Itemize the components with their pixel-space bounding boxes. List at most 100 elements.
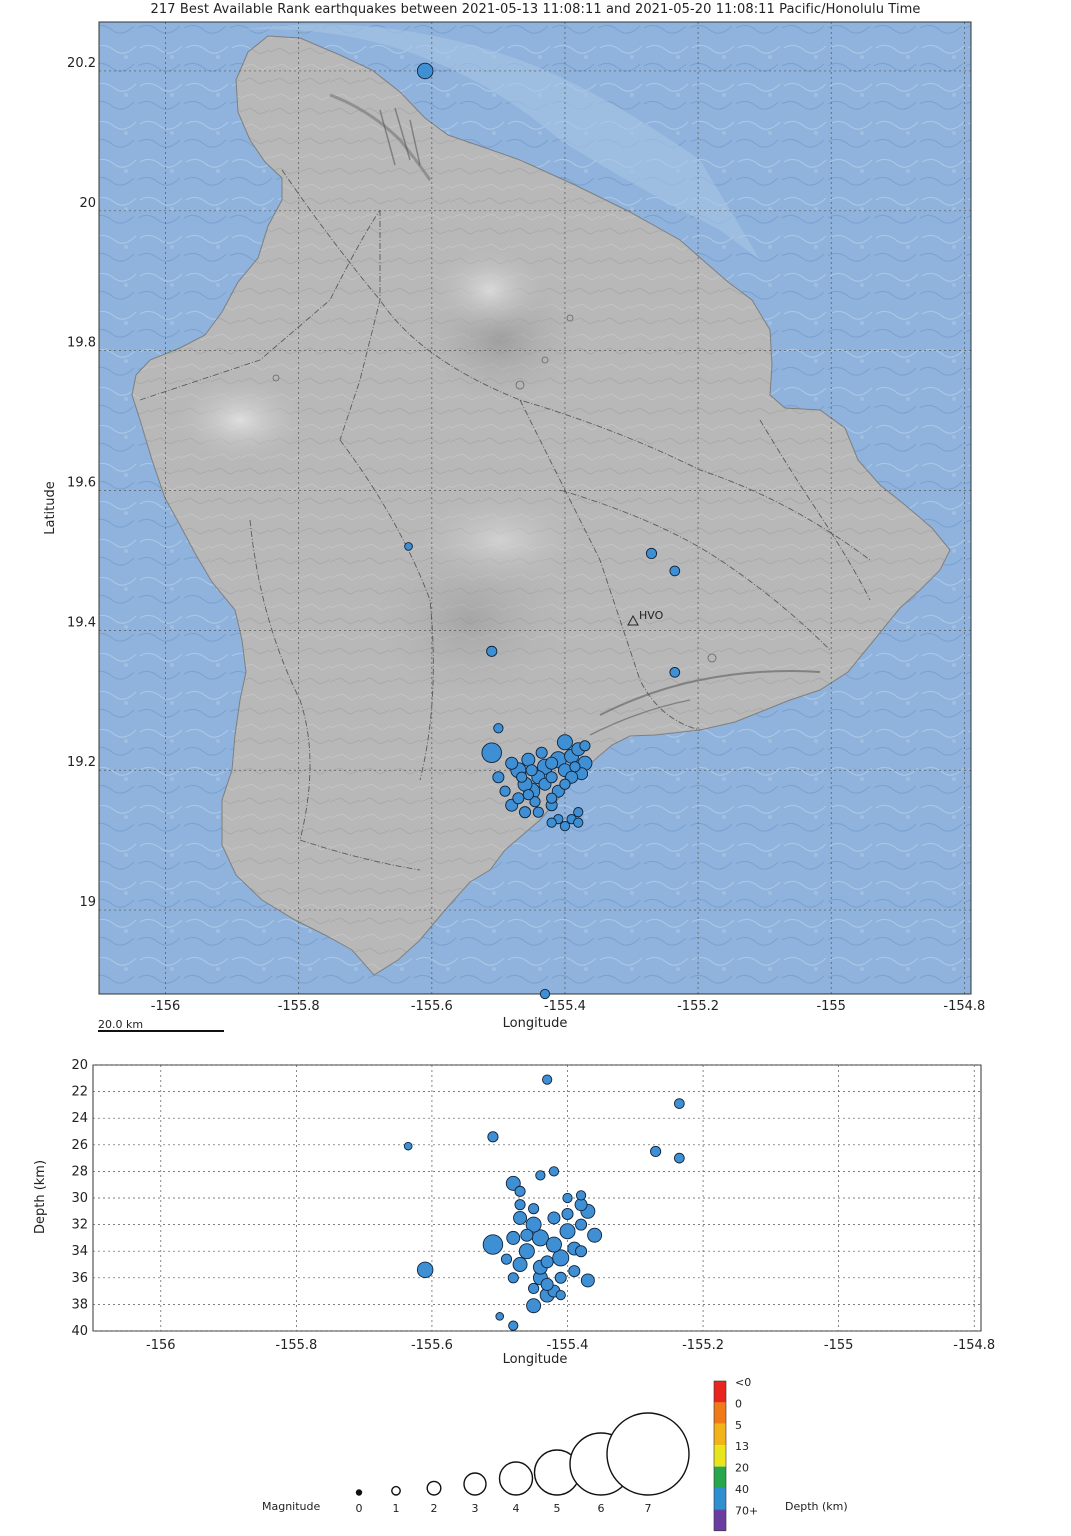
depth-legend-value: 70+ (735, 1504, 758, 1517)
hvo-station-label: HVO (639, 609, 664, 622)
earthquake-hypocenter (554, 1271, 567, 1284)
magnitude-legend-value: 5 (554, 1502, 561, 1515)
depth-y-tick-label: 28 (71, 1164, 88, 1179)
earthquake-epicenter (579, 740, 591, 752)
depth-x-axis-label: Longitude (503, 1352, 568, 1367)
depth-y-tick-label: 38 (71, 1297, 88, 1312)
depth-x-tick-label: -155.2 (682, 1338, 724, 1353)
earthquake-hypocenter (528, 1282, 540, 1295)
earthquake-hypocenter (547, 1211, 561, 1225)
earthquake-hypocenter (674, 1098, 685, 1109)
earthquake-epicenter (532, 806, 544, 818)
depth-y-tick-label: 26 (71, 1138, 88, 1153)
earthquake-epicenter (573, 807, 584, 818)
earthquake-hypocenter (525, 1216, 542, 1233)
earthquake-epicenter (505, 756, 519, 770)
map-y-tick-label: 19 (79, 895, 96, 910)
magnitude-legend-value: 2 (431, 1502, 438, 1515)
map-y-tick-label: 19.6 (67, 476, 96, 491)
earthquake-epicenter (645, 547, 658, 560)
map-x-tick-label: -155 (816, 999, 846, 1014)
earthquake-hypocenter (512, 1257, 528, 1272)
hvo-station-marker: HVO (627, 609, 664, 626)
earthquake-epicenter (556, 734, 573, 751)
map-y-tick-label: 19.2 (67, 755, 96, 770)
legend: Magnitude 0 1 2 3 4 5 6 7 <0 0 5 13 20 40 70+ Depth (… (262, 1376, 848, 1532)
magnitude-legend-circle (498, 1461, 534, 1496)
map-x-axis-label: Longitude (503, 1016, 568, 1031)
depth-y-tick-label: 34 (71, 1244, 88, 1259)
magnitude-legend-value: 4 (513, 1502, 520, 1515)
earthquake-hypocenter (526, 1298, 542, 1314)
earthquake-hypocenter (545, 1236, 562, 1253)
earthquake-epicenter (559, 821, 571, 832)
earthquake-hypocenter (513, 1210, 528, 1225)
earthquake-hypocenter (562, 1192, 573, 1204)
earthquake-epicenter (573, 817, 584, 828)
earthquake-epicenter (522, 789, 534, 801)
earthquake-hypocenter (548, 1166, 560, 1177)
depth-legend-swatch (714, 1466, 726, 1488)
depth-x-tick-label: -154.8 (953, 1338, 995, 1353)
earthquake-epicenter (481, 742, 502, 763)
magnitude-legend-value: 3 (472, 1502, 479, 1515)
magnitude-legend-circle (426, 1480, 442, 1496)
earthquake-hypocenter (487, 1131, 499, 1143)
earthquake-hypocenter (535, 1170, 546, 1181)
earthquake-epicenter (545, 771, 558, 784)
depth-legend-value: <0 (735, 1376, 751, 1389)
earthquake-hypocenter (575, 1190, 587, 1201)
earthquake-epicenter (404, 542, 413, 551)
earthquake-hypocenter (552, 1249, 570, 1267)
earthquake-epicenter (516, 771, 528, 783)
depth-legend-label: Depth (km) (785, 1500, 848, 1513)
magnitude-legend-value: 7 (645, 1502, 652, 1515)
depth-y-tick-label: 30 (71, 1191, 88, 1206)
earthquake-hypocenter (403, 1141, 413, 1151)
map-gridlines (99, 22, 971, 994)
earthquake-epicenter (669, 666, 681, 678)
earthquake-epicenter (499, 785, 511, 797)
earthquake-hypocenter (528, 1203, 540, 1215)
depth-x-tick-label: -156 (146, 1338, 176, 1353)
depth-legend-swatch (714, 1488, 726, 1510)
earthquake-hypocenter (540, 1255, 554, 1269)
epicenter-map: HVO -156 -155.8 -155.6 -155.4 -155.2 -155 -154… (43, 21, 985, 1032)
depth-y-tick-label: 36 (71, 1271, 88, 1286)
depth-gridlines (93, 1064, 981, 1332)
magnitude-legend-value: 1 (393, 1502, 400, 1515)
scale-bar-label: 20.0 km (98, 1018, 143, 1031)
map-y-tick-label: 19.8 (67, 336, 96, 351)
earthquake-epicenter (416, 62, 434, 80)
map-x-tick-label: -155.8 (278, 999, 320, 1014)
earthquake-hypocenter (514, 1185, 526, 1197)
earthquake-hypocenter (495, 1312, 505, 1321)
depth-y-tick-label: 20 (71, 1058, 88, 1073)
earthquake-epicenter (529, 796, 541, 808)
earthquake-epicenter (512, 792, 525, 805)
earthquake-epicenter (521, 752, 536, 767)
earthquake-epicenter (519, 806, 532, 819)
earthquake-hypocenter (555, 1289, 566, 1301)
earthquake-hypocenter (568, 1265, 581, 1278)
map-frame (98, 21, 972, 995)
earthquake-epicenter (492, 771, 505, 784)
earthquake-hypocenter (514, 1199, 526, 1211)
depth-y-axis-label: Depth (km) (33, 1160, 48, 1234)
depth-x-tick-label: -155.4 (547, 1338, 589, 1353)
earthquake-hypocenter (674, 1152, 685, 1164)
depth-x-tick-label: -155.8 (275, 1338, 317, 1353)
map-title: 217 Best Available Rank earthquakes betw… (150, 2, 921, 17)
earthquake-epicenter (546, 792, 558, 804)
earthquake-hypocenter (650, 1145, 662, 1158)
map-y-tick-label: 19.4 (67, 615, 96, 630)
earthquake-hypocenter (508, 1320, 519, 1331)
map-y-tick-label: 20 (79, 196, 96, 211)
depth-y-tick-label: 24 (71, 1111, 88, 1126)
earthquake-epicenter (486, 645, 498, 657)
earthquake-epicenter (525, 764, 538, 777)
magnitude-legend-value: 0 (356, 1502, 363, 1515)
earthquake-hypocenter (559, 1223, 576, 1240)
magnitude-legend-circle (463, 1472, 487, 1496)
earthquake-hypocenter (542, 1074, 553, 1085)
